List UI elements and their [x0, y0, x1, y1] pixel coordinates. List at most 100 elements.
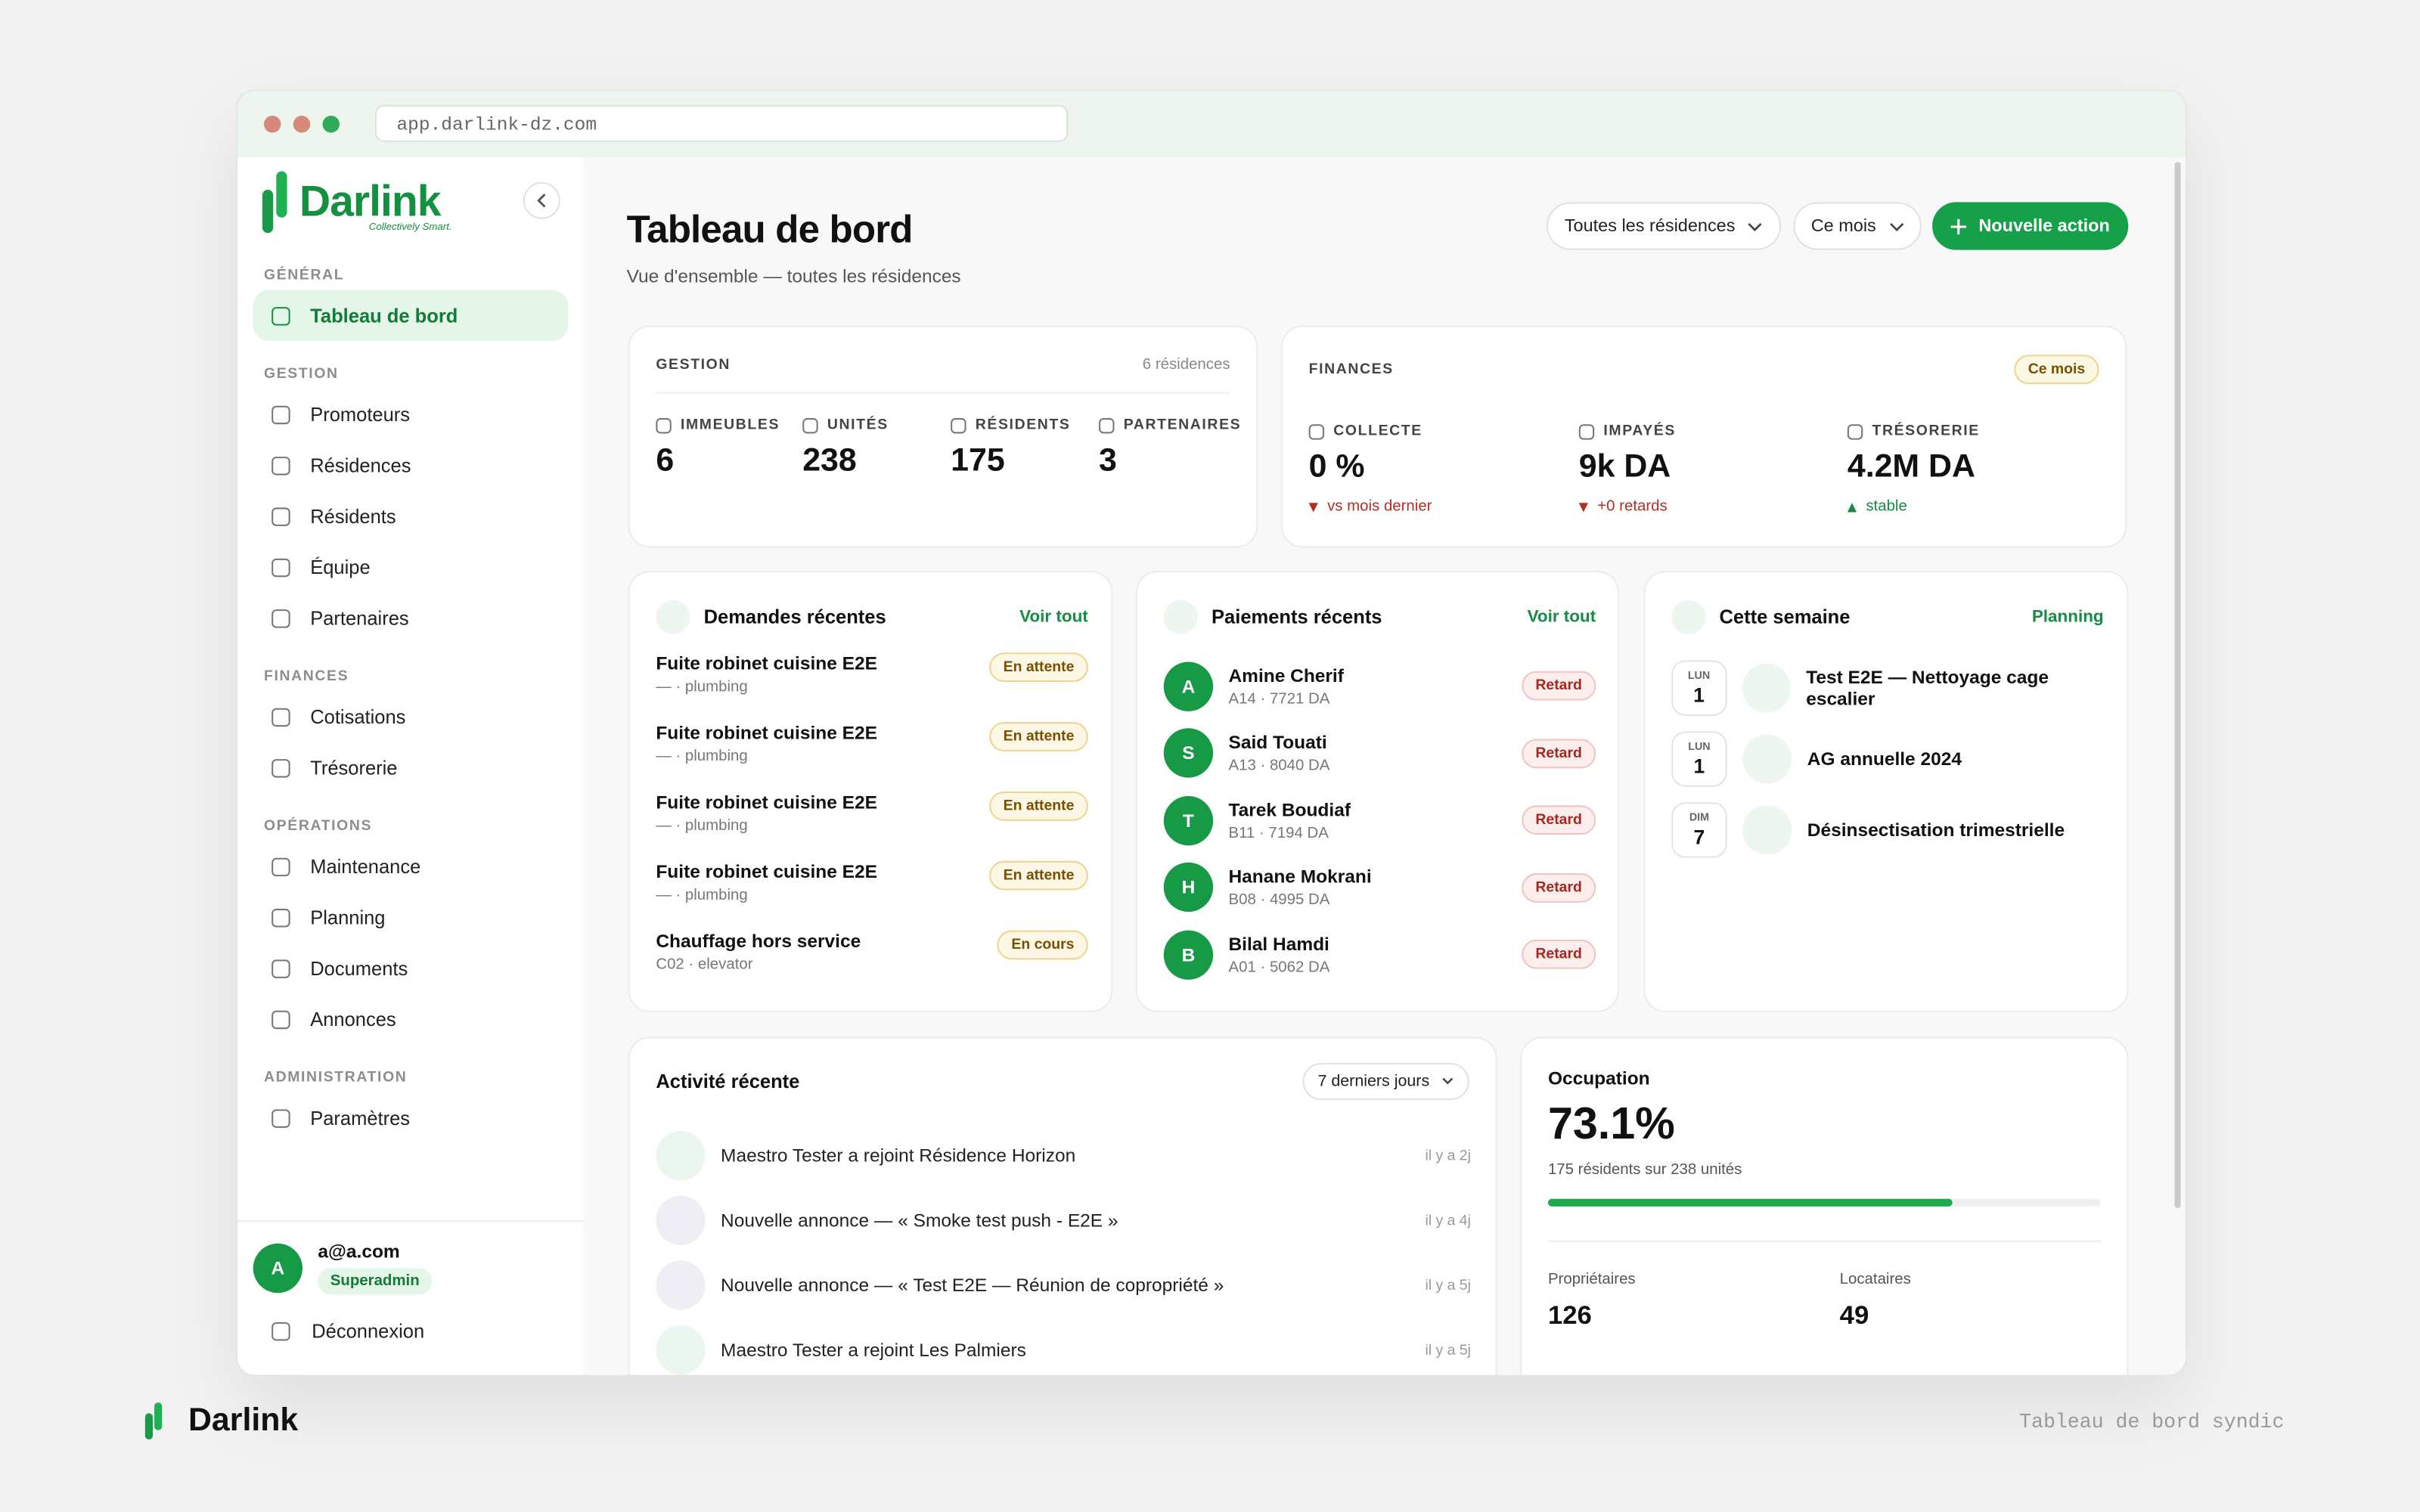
nav-label: Cotisations [310, 705, 406, 728]
period-filter[interactable]: 7 derniers jours [1302, 1063, 1469, 1101]
trend-text: +0 retards [1597, 498, 1668, 516]
residence-filter[interactable]: Toutes les résidences [1546, 202, 1782, 250]
logo-mark [262, 171, 287, 234]
occupation-rate: 73.1% [1547, 1100, 1675, 1150]
nav-item[interactable]: Planning [253, 892, 568, 943]
stat-trend: stable [1847, 498, 1980, 516]
window-maximize[interactable] [322, 116, 340, 133]
nav-item[interactable]: Paramètres [253, 1092, 568, 1143]
event-daynum: 7 [1693, 825, 1705, 849]
nav-icon [271, 507, 290, 525]
payment-row[interactable]: T Tarek Boudiaf B11 · 7194 DA Retard [1163, 787, 1596, 854]
status-badge: Retard [1522, 805, 1596, 835]
nav-item[interactable]: Documents [253, 943, 568, 993]
nav-label: Résidences [310, 454, 411, 476]
planning-link[interactable]: Planning [2031, 608, 2104, 627]
collapse-button[interactable] [523, 181, 560, 219]
stat-icon [802, 417, 818, 433]
request-row[interactable]: Fuite robinet cuisine E2E — · plumbing En … [656, 791, 1088, 861]
browser-bar: app.darlink-dz.com [237, 91, 2186, 160]
user-avatar[interactable]: A [253, 1243, 302, 1294]
new-action-button[interactable]: Nouvelle action [1932, 202, 2129, 250]
request-row[interactable]: Chauffage hors service C02 · elevator En c… [656, 930, 1088, 1000]
card-title: Cette semaine [1719, 606, 1851, 628]
nav-item[interactable]: Maintenance [253, 841, 568, 891]
request-title: Fuite robinet cuisine E2E [656, 860, 877, 883]
nav-icon [271, 758, 290, 777]
nav-icon [271, 557, 290, 577]
url-bar[interactable]: app.darlink-dz.com [374, 104, 1069, 142]
activity-row: Maestro Tester a rejoint Les Palmiers il … [656, 1318, 1471, 1375]
activity-time: il y a 4j [1425, 1212, 1471, 1229]
request-text: Chauffage hors service C02 · elevator [656, 931, 997, 974]
chevron-icon [1442, 1077, 1454, 1085]
nav-item[interactable]: Partenaires [253, 593, 568, 643]
stat-value: 0 % [1308, 448, 1365, 485]
stat-label: UNITÉS [802, 417, 889, 433]
see-all-link[interactable]: Voir tout [1019, 608, 1088, 627]
stat-label: COLLECTE [1308, 423, 1432, 440]
card-title: Occupation [1547, 1067, 1650, 1089]
nav-icon [271, 707, 290, 727]
window-minimize[interactable] [293, 116, 311, 133]
activity-text: Maestro Tester a rejoint Les Palmiers [721, 1339, 1026, 1361]
nav-item[interactable]: Promoteurs [253, 389, 568, 439]
payer-avatar: S [1163, 728, 1214, 779]
stat: PARTENAIRES 3 [1099, 417, 1241, 480]
nav-section-title: GESTION [263, 365, 339, 383]
logout[interactable]: Déconnexion [271, 1321, 424, 1343]
request-row[interactable]: Fuite robinet cuisine E2E — · plumbing En … [656, 652, 1088, 722]
request-row[interactable]: Fuite robinet cuisine E2E — · plumbing En … [656, 722, 1088, 792]
nav-item[interactable]: Annonces [253, 993, 568, 1044]
nav-item[interactable]: Équipe [253, 541, 568, 592]
nav-item[interactable]: Résidents [253, 491, 568, 541]
nav-section-title: GÉNÉRAL [263, 267, 345, 284]
footer-brand: Darlink [188, 1402, 299, 1439]
stat: IMPAYÉS 9k DA +0 retards [1578, 423, 1676, 516]
payment-meta: A01 · 5062 DA [1228, 959, 1330, 977]
activity-icon [656, 1325, 706, 1375]
request-text: Fuite robinet cuisine E2E — · plumbing [656, 722, 989, 765]
logo[interactable]: Darlink Collectively Smart. [258, 168, 458, 236]
event-row[interactable]: LUN 1 AG annuelle 2024 [1671, 723, 2119, 795]
role-badge: Superadmin [318, 1268, 433, 1295]
payer-avatar: A [1163, 661, 1214, 711]
request-title: Fuite robinet cuisine E2E [656, 722, 877, 744]
period-filter[interactable]: Ce mois [1793, 202, 1922, 250]
stat: IMMEUBLES 6 [656, 417, 780, 480]
payment-row[interactable]: B Bilal Hamdi A01 · 5062 DA Retard [1163, 921, 1596, 988]
payment-row[interactable]: H Hanane Mokrani B08 · 4995 DA Retard [1163, 854, 1596, 922]
request-meta: — · plumbing [656, 748, 748, 766]
payment-row[interactable]: A Amine Cherif A14 · 7721 DA Retard [1163, 652, 1596, 720]
chevron-icon [537, 194, 546, 208]
page-title: Tableau de bord [626, 208, 914, 252]
stat-trend: +0 retards [1578, 498, 1676, 516]
scrollbar[interactable] [2174, 162, 2181, 1208]
chevron-icon [1748, 222, 1763, 231]
nav: GÉNÉRAL Tableau de bord GESTION Promoteurs R… [237, 242, 583, 1143]
payer-name: Amine Cherif [1228, 665, 1344, 686]
filter-label: 7 derniers jours [1317, 1072, 1430, 1091]
payment-row[interactable]: S Said Touati A13 · 8040 DA Retard [1163, 720, 1596, 787]
payment-meta: A14 · 7721 DA [1228, 690, 1330, 708]
nav-item[interactable]: Tableau de bord [253, 290, 569, 342]
see-all-link[interactable]: Voir tout [1527, 608, 1596, 627]
request-row[interactable]: Fuite robinet cuisine E2E — · plumbing En … [656, 860, 1088, 931]
event-row[interactable]: LUN 1 Test E2E — Nettoyage cage escalier [1671, 652, 2119, 723]
status-badge: En attente [989, 860, 1088, 891]
user-email: a@a.com [318, 1240, 400, 1263]
nav-icon [271, 1009, 290, 1029]
nav-item[interactable]: Trésorerie [253, 742, 568, 793]
event-title: AG annuelle 2024 [1807, 748, 1962, 770]
divider [656, 392, 1230, 394]
stat-icon [1578, 423, 1595, 439]
logout-icon [271, 1321, 290, 1341]
nav-icon [271, 456, 290, 475]
window-close[interactable] [263, 116, 281, 133]
stat-value: 9k DA [1578, 448, 1671, 485]
stat-label: PARTENAIRES [1099, 417, 1241, 433]
activity-icon [656, 1195, 706, 1245]
nav-item[interactable]: Résidences [253, 440, 568, 491]
event-row[interactable]: DIM 7 Désinsectisation trimestrielle [1671, 795, 2119, 866]
nav-item[interactable]: Cotisations [253, 691, 568, 742]
